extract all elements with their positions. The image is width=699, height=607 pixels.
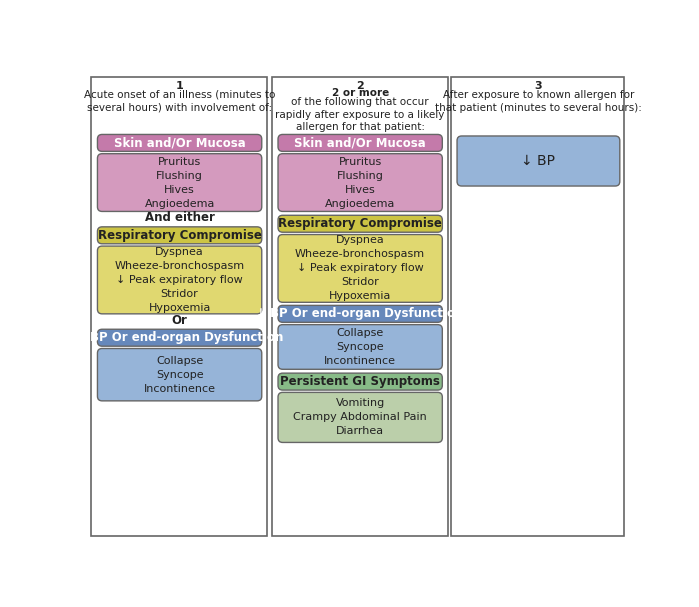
FancyBboxPatch shape (278, 325, 442, 369)
FancyBboxPatch shape (451, 76, 624, 537)
Text: Respiratory Compromise: Respiratory Compromise (98, 229, 261, 242)
Text: Collapse
Syncope
Incontinence: Collapse Syncope Incontinence (324, 328, 396, 366)
Text: Dyspnea
Wheeze-bronchospasm
↓ Peak expiratory flow
Stridor
Hypoxemia: Dyspnea Wheeze-bronchospasm ↓ Peak expir… (115, 247, 245, 313)
FancyBboxPatch shape (97, 134, 261, 151)
FancyBboxPatch shape (97, 154, 261, 211)
FancyBboxPatch shape (97, 329, 261, 346)
Text: Skin and/Or Mucosa: Skin and/Or Mucosa (114, 137, 245, 149)
Text: Respiratory Compromise: Respiratory Compromise (278, 217, 442, 230)
Text: Acute onset of an illness (minutes to
several hours) with involvement of:: Acute onset of an illness (minutes to se… (84, 90, 275, 112)
FancyBboxPatch shape (278, 392, 442, 443)
Text: Pruritus
Flushing
Hives
Angioedema: Pruritus Flushing Hives Angioedema (145, 157, 215, 209)
Text: Or: Or (172, 314, 187, 327)
Text: 1: 1 (175, 81, 183, 90)
Text: Dyspnea
Wheeze-bronchospasm
↓ Peak expiratory flow
Stridor
Hypoxemia: Dyspnea Wheeze-bronchospasm ↓ Peak expir… (295, 236, 425, 302)
Text: ↓ BP Or end-organ Dysfunction: ↓ BP Or end-organ Dysfunction (76, 331, 283, 344)
FancyBboxPatch shape (272, 76, 448, 537)
Text: 3: 3 (535, 81, 542, 90)
Text: ↓ BP Or end-organ Dysfunction: ↓ BP Or end-organ Dysfunction (257, 307, 464, 320)
Text: Persistent GI Symptoms: Persistent GI Symptoms (280, 375, 440, 388)
Text: Collapse
Syncope
Incontinence: Collapse Syncope Incontinence (143, 356, 215, 394)
Text: And either: And either (145, 211, 215, 224)
FancyBboxPatch shape (278, 234, 442, 302)
FancyBboxPatch shape (97, 246, 261, 314)
Text: Skin and/Or Mucosa: Skin and/Or Mucosa (294, 137, 426, 149)
Text: 2 or more: 2 or more (331, 88, 389, 98)
Text: Vomiting
Crampy Abdominal Pain
Diarrhea: Vomiting Crampy Abdominal Pain Diarrhea (294, 398, 427, 436)
FancyBboxPatch shape (457, 136, 620, 186)
FancyBboxPatch shape (278, 215, 442, 232)
Text: Pruritus
Flushing
Hives
Angioedema: Pruritus Flushing Hives Angioedema (325, 157, 396, 209)
Text: of the following that occur
rapidly after exposure to a likely
allergen for that: of the following that occur rapidly afte… (275, 97, 445, 132)
FancyBboxPatch shape (97, 348, 261, 401)
Text: ↓ BP: ↓ BP (521, 154, 556, 168)
Text: 2: 2 (356, 81, 364, 90)
FancyBboxPatch shape (97, 227, 261, 244)
Text: After exposure to known allergen for
that patient (minutes to several hours):: After exposure to known allergen for tha… (435, 90, 642, 112)
FancyBboxPatch shape (278, 373, 442, 390)
FancyBboxPatch shape (278, 154, 442, 211)
FancyBboxPatch shape (278, 305, 442, 322)
FancyBboxPatch shape (92, 76, 267, 537)
FancyBboxPatch shape (278, 134, 442, 151)
